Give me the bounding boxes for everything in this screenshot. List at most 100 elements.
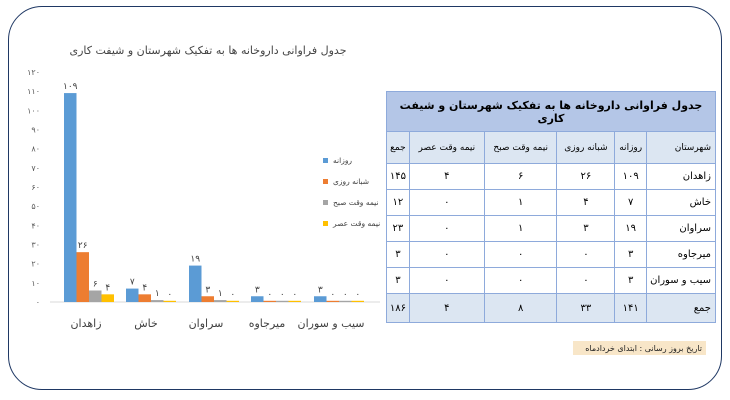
table-cell: ۰ <box>483 241 558 268</box>
data-label: ۱۰۹ <box>63 82 78 92</box>
bar <box>151 300 164 302</box>
y-tick-label: ۳۰ <box>31 241 40 250</box>
bar <box>89 290 102 302</box>
table-cell: زاهدان <box>646 163 716 190</box>
legend-swatch <box>323 200 328 205</box>
data-label: ۱ <box>218 289 223 299</box>
table-cell: ۳ <box>386 267 410 294</box>
table-title: جدول فراوانی داروخانه ها به تفکیک شهرستا… <box>386 91 716 132</box>
bar <box>138 294 151 302</box>
table-cell: میرجاوه <box>646 241 716 268</box>
legend-label: نیمه وقت عصر <box>332 219 380 228</box>
table-cell: جمع <box>646 293 716 323</box>
column-header: شهرستان <box>646 131 716 164</box>
data-label: ۷ <box>130 278 135 288</box>
legend-swatch <box>323 179 328 184</box>
table-cell: ۰ <box>408 215 485 242</box>
table-cell: ۲۶ <box>556 163 616 190</box>
table-cell: ۳ <box>614 267 647 294</box>
bar <box>314 296 327 302</box>
y-tick-label: ۶۰ <box>31 183 40 192</box>
legend: روزانه شبانه روزی نیمه وقت صبح نیمه وقت عصر <box>323 156 380 228</box>
bar <box>351 300 364 302</box>
y-tick-label: ۴۰ <box>31 221 40 230</box>
table-cell: ۱۹ <box>614 215 647 242</box>
legend-label: نیمه وقت صبح <box>333 198 379 207</box>
category-label: خاش <box>134 317 158 330</box>
table-row: میرجاوه ۳ ۰ ۰ ۰ ۳ <box>386 241 716 268</box>
table-row: سیب و سوران ۳ ۰ ۰ ۰ ۳ <box>386 267 716 294</box>
table-cell: ۳۳ <box>556 293 616 323</box>
data-label: ۱۹ <box>190 255 200 265</box>
bar <box>339 300 352 302</box>
data-label: ۲۶ <box>78 241 88 251</box>
table-cell: سراوان <box>646 215 716 242</box>
table-cell: ۱۴۱ <box>614 293 647 323</box>
bar <box>251 296 264 302</box>
y-tick-label: ۱۲۰ <box>27 68 40 77</box>
table-cell: ۳ <box>556 215 616 242</box>
table-cell: ۲۳ <box>386 215 410 242</box>
y-tick-label: ۷۰ <box>31 164 40 173</box>
table-cell: ۳ <box>386 241 410 268</box>
legend-swatch <box>323 221 328 226</box>
table-cell: خاش <box>646 189 716 216</box>
bar <box>288 300 301 302</box>
legend-swatch <box>323 158 328 163</box>
y-tick-label: ۸۰ <box>31 145 40 154</box>
table-row: سراوان ۱۹ ۳ ۱ ۰ ۲۳ <box>386 215 716 242</box>
table-cell: ۱۲ <box>386 189 410 216</box>
column-header: روزانه <box>614 131 647 164</box>
bar <box>263 300 276 302</box>
table-cell: ۱۴۵ <box>386 163 410 190</box>
data-label: ۴ <box>142 283 147 293</box>
bar <box>189 265 202 302</box>
category-label: سیب و سوران <box>298 317 365 330</box>
y-tick-label: ۹۰ <box>31 126 40 135</box>
data-label: ۳ <box>255 285 260 295</box>
data-label: ۴ <box>105 283 110 293</box>
table-cell: ۸ <box>483 293 558 323</box>
table-cell: ۰ <box>408 189 485 216</box>
data-label: ۰ <box>355 290 360 300</box>
bar <box>126 288 139 302</box>
table-cell: ۷ <box>614 189 647 216</box>
bar <box>64 93 77 302</box>
table-cell: ۳ <box>614 241 647 268</box>
table-cell: ۱ <box>483 189 558 216</box>
data-label: ۰ <box>267 290 272 300</box>
category-label: زاهدان <box>70 317 101 330</box>
category-label: سراوان <box>189 317 224 330</box>
y-tick-label: ۲۰ <box>31 260 40 269</box>
legend-label: شبانه روزی <box>333 177 369 186</box>
column-header: نیمه وقت عصر <box>408 131 485 164</box>
data-label: ۰ <box>292 290 297 300</box>
y-tick-label: ۵۰ <box>31 202 40 211</box>
bar <box>226 300 239 302</box>
data-label: ۰ <box>230 290 235 300</box>
column-header: نیمه وقت صبح <box>483 131 558 164</box>
data-label: ۳ <box>318 285 323 295</box>
table-cell: ۰ <box>408 267 485 294</box>
bar <box>201 296 214 302</box>
table-cell: ۱۸۶ <box>386 293 410 323</box>
table-cell: ۰ <box>408 241 485 268</box>
table-cell: سیب و سوران <box>646 267 716 294</box>
chart-title: جدول فراوانی داروخانه ها به تفکیک شهرستا… <box>69 44 346 57</box>
y-tick-label: ۰ <box>36 298 40 307</box>
bar <box>214 300 227 302</box>
table-row: جمع ۱۴۱ ۳۳ ۸ ۴ ۱۸۶ <box>386 293 716 323</box>
table-row: زاهدان ۱۰۹ ۲۶ ۶ ۴ ۱۴۵ <box>386 163 716 190</box>
y-tick-label: ۱۱۰ <box>27 87 40 96</box>
data-label: ۱ <box>155 289 160 299</box>
table-cell: ۴ <box>408 293 485 323</box>
bar <box>101 294 114 302</box>
bar <box>163 300 176 302</box>
data-label: ۰ <box>343 290 348 300</box>
column-header: جمع <box>386 131 410 164</box>
category-label: میرجاوه <box>249 317 286 330</box>
data-label: ۰ <box>280 290 285 300</box>
data-label: ۰ <box>330 290 335 300</box>
table-cell: ۱ <box>483 215 558 242</box>
